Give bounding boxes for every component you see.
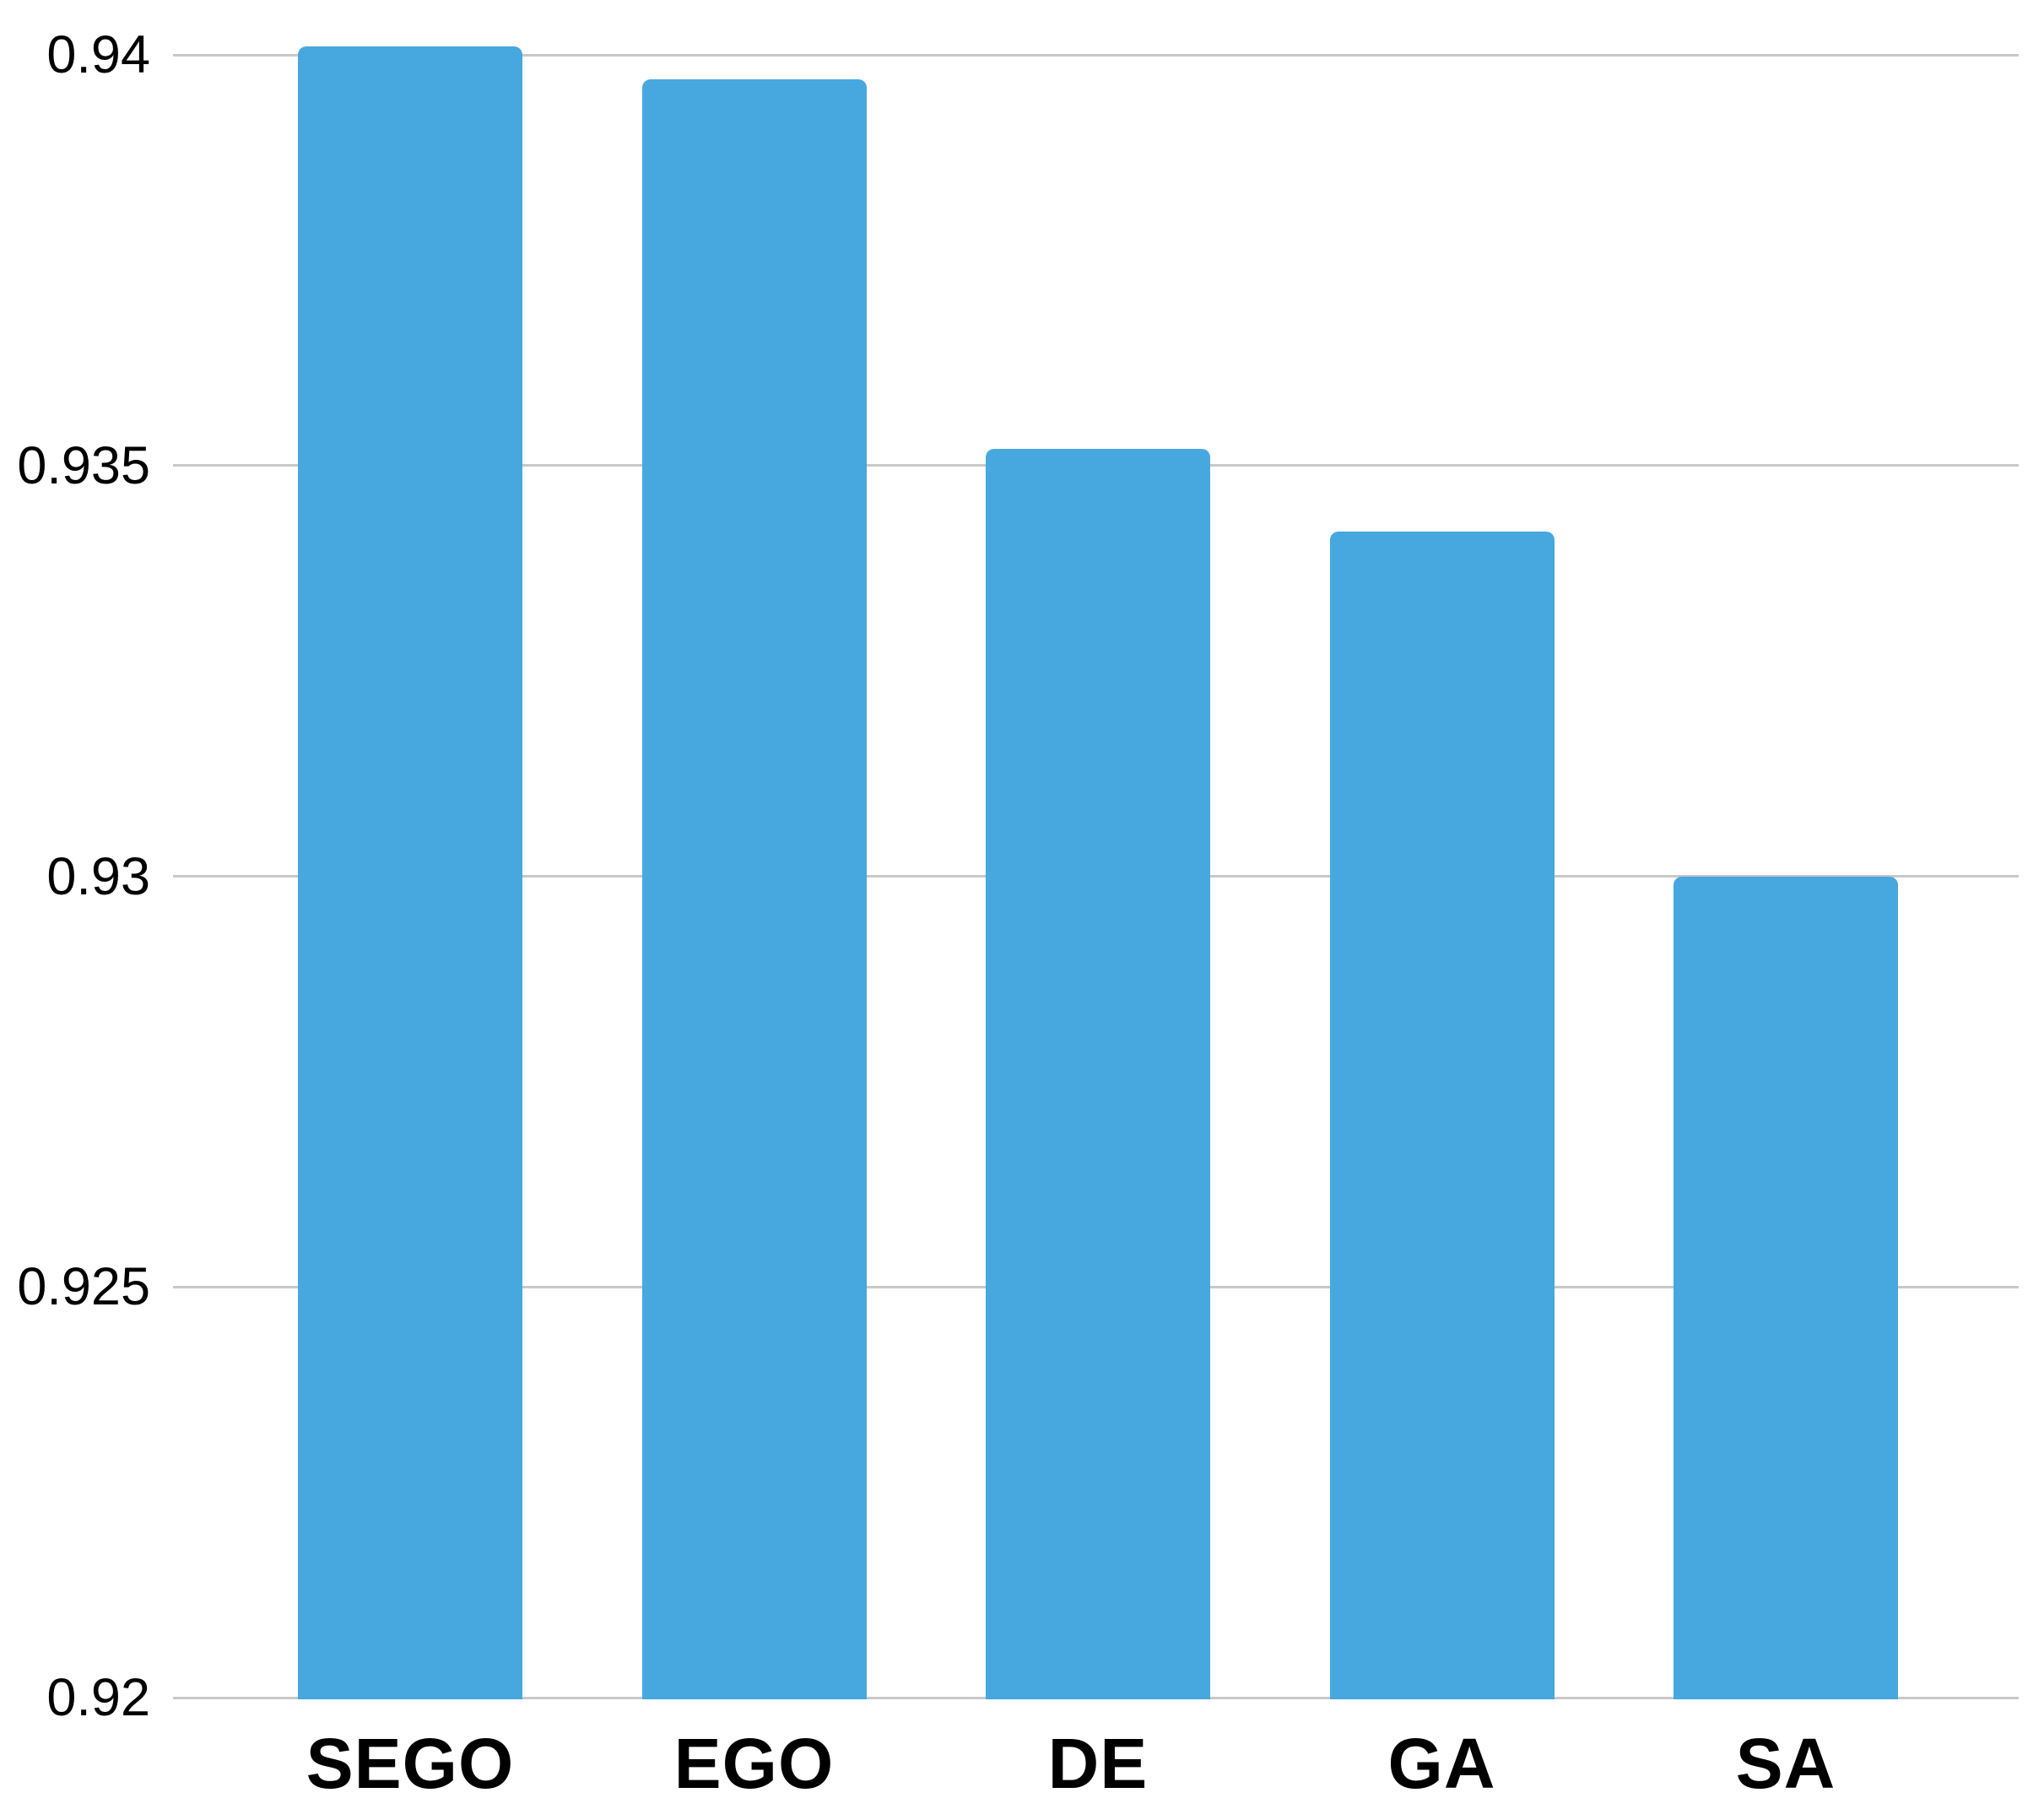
bar-sego <box>298 46 522 1699</box>
x-category-label-ga: GA <box>1387 1724 1496 1803</box>
bar-ego <box>641 79 867 1699</box>
gridline <box>173 53 2019 57</box>
y-tick-label: 0.94 <box>46 25 150 84</box>
y-tick-label: 0.935 <box>17 435 150 495</box>
bar-ga <box>1329 531 1555 1699</box>
bar-de <box>986 449 1210 1699</box>
y-tick-label: 0.925 <box>17 1257 150 1317</box>
bar-sa <box>1674 876 1898 1699</box>
x-category-label-de: DE <box>1047 1724 1149 1803</box>
y-tick-label: 0.92 <box>46 1668 150 1727</box>
x-category-label-sego: SEGO <box>306 1724 515 1803</box>
y-tick-label: 0.93 <box>46 846 150 906</box>
x-category-label-ego: EGO <box>673 1724 835 1803</box>
x-category-label-sa: SA <box>1735 1724 1836 1803</box>
